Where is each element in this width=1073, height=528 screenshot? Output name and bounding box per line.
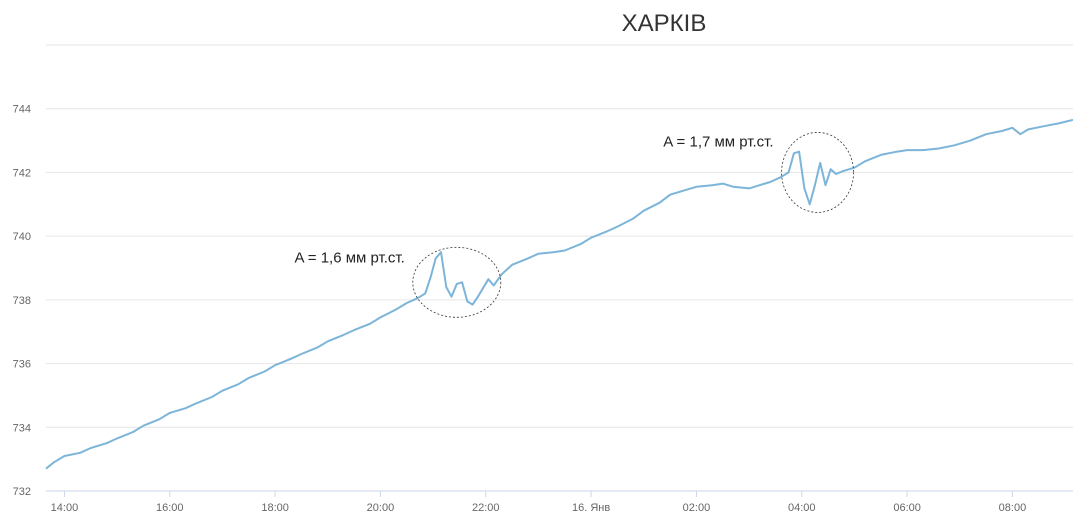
y-axis-ticks: 732 734 736 738 740 742 744 [13, 104, 31, 498]
y-tick-label: 740 [13, 231, 31, 243]
annotation-circle [781, 132, 854, 213]
grid-lines [46, 44, 1073, 492]
y-tick-label: 744 [13, 104, 31, 116]
annotation-label: A = 1,6 мм рт.ст. [294, 249, 404, 266]
x-tick-label: 08:00 [999, 502, 1027, 514]
x-tick-label: 14:00 [51, 502, 79, 514]
x-tick-label: 04:00 [788, 502, 816, 514]
x-axis-ticks: 14:00 16:00 18:00 20:00 22:00 16. Янв 02:00 04:… [46, 490, 1073, 514]
chart-title: ХАРКІВ [622, 10, 707, 37]
series-line [45, 118, 1073, 470]
y-tick-label: 732 [13, 486, 31, 498]
series-layer [45, 118, 1073, 470]
y-tick-label: 742 [13, 167, 31, 179]
y-tick-label: 734 [13, 422, 31, 434]
annotation-circle [412, 246, 502, 318]
y-tick-label: 738 [13, 295, 31, 307]
x-tick-label: 20:00 [367, 502, 395, 514]
annotations: A = 1,6 мм рт.ст. A = 1,7 мм рт.ст. [294, 132, 854, 318]
x-tick-label: 16:00 [156, 502, 184, 514]
x-tick-label: 06:00 [893, 502, 921, 514]
y-tick-label: 736 [13, 359, 31, 371]
x-tick-label: 02:00 [683, 502, 711, 514]
x-tick-label: 16. Янв [572, 502, 610, 514]
annotation-label: A = 1,7 мм рт.ст. [663, 133, 773, 150]
x-tick-label: 22:00 [472, 502, 500, 514]
x-tick-label: 18:00 [261, 502, 289, 514]
